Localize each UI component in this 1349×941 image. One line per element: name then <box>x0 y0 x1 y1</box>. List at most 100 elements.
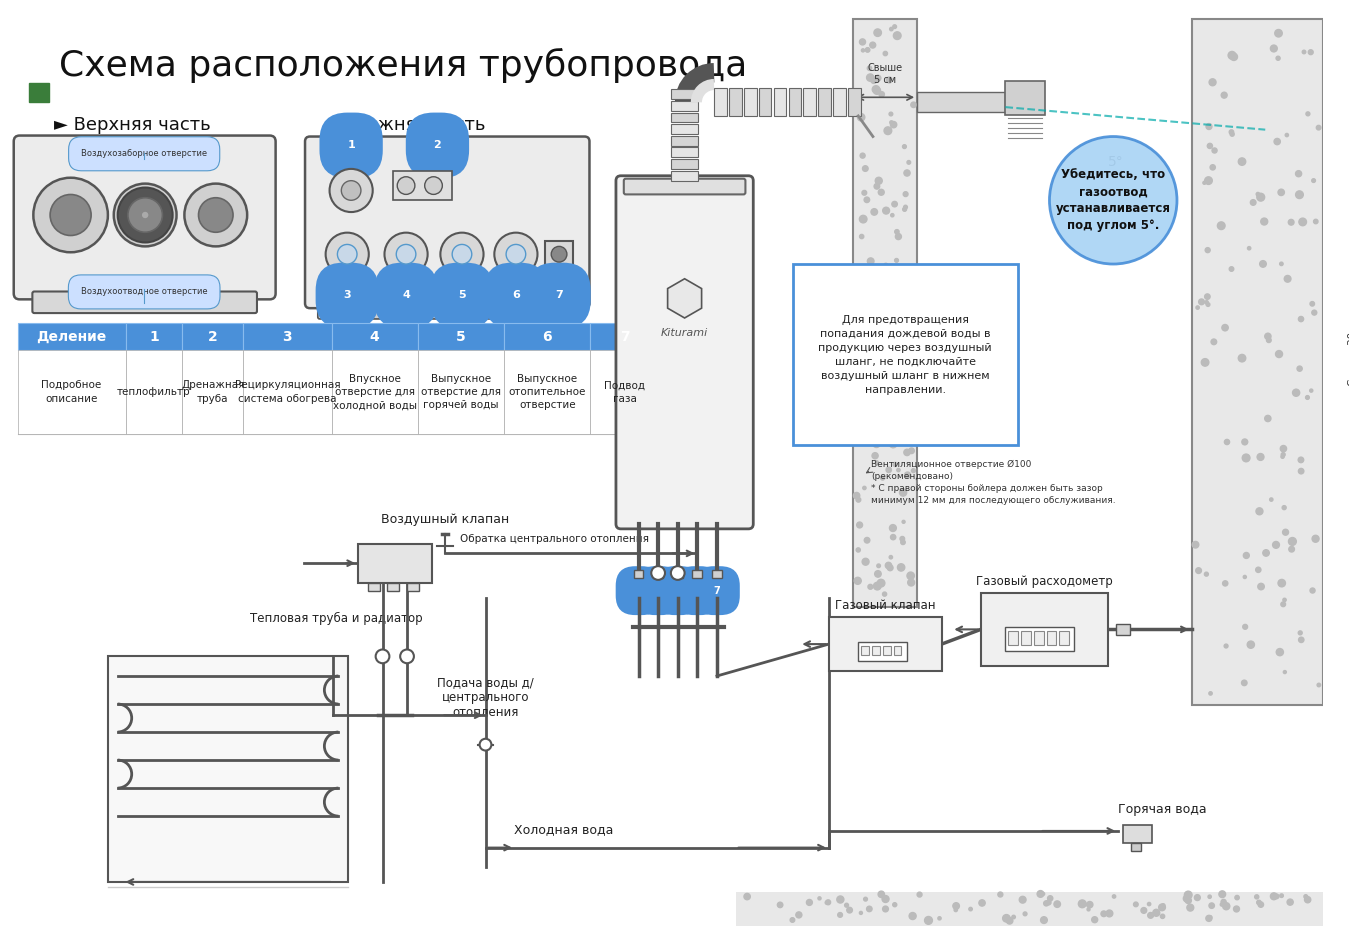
Circle shape <box>861 323 867 329</box>
Bar <box>505 350 591 434</box>
Circle shape <box>885 365 888 368</box>
Circle shape <box>884 263 888 267</box>
Circle shape <box>901 343 907 348</box>
Circle shape <box>1113 895 1116 898</box>
Circle shape <box>1292 390 1299 396</box>
Circle shape <box>855 318 859 322</box>
Circle shape <box>1205 247 1210 252</box>
Text: Подвод
газа: Подвод газа <box>604 380 645 404</box>
Circle shape <box>1020 897 1027 903</box>
Circle shape <box>867 258 874 264</box>
Circle shape <box>1217 222 1225 230</box>
Circle shape <box>670 566 684 580</box>
Circle shape <box>892 201 897 207</box>
Circle shape <box>1282 505 1286 510</box>
Circle shape <box>1161 903 1166 907</box>
Circle shape <box>1271 893 1278 900</box>
Circle shape <box>1304 895 1307 899</box>
Circle shape <box>857 548 861 552</box>
Circle shape <box>1184 891 1193 899</box>
Bar <box>1021 630 1031 645</box>
Circle shape <box>907 388 911 392</box>
Circle shape <box>876 461 878 464</box>
Text: Вентиляционное отверстие Ø100
(рекомендовано)
* С правой стороны бойлера должен : Вентиляционное отверстие Ø100 (рекомендо… <box>871 460 1116 504</box>
Bar <box>714 88 727 116</box>
Circle shape <box>896 404 900 408</box>
Circle shape <box>858 114 865 121</box>
Circle shape <box>1255 895 1259 899</box>
Circle shape <box>777 902 782 908</box>
Circle shape <box>826 900 831 904</box>
Circle shape <box>1091 917 1098 923</box>
Circle shape <box>807 900 812 905</box>
Circle shape <box>1317 683 1321 687</box>
Circle shape <box>1054 901 1060 907</box>
Bar <box>418 350 505 434</box>
Circle shape <box>1265 415 1271 422</box>
Circle shape <box>859 215 867 223</box>
Polygon shape <box>668 279 701 318</box>
Circle shape <box>452 245 472 264</box>
Bar <box>871 646 880 655</box>
Circle shape <box>1257 454 1264 460</box>
Circle shape <box>890 121 897 128</box>
Circle shape <box>1280 263 1283 265</box>
Text: 5: 5 <box>456 329 465 343</box>
Text: Деление: Деление <box>36 329 107 343</box>
Circle shape <box>1039 892 1043 896</box>
Circle shape <box>859 433 866 439</box>
Circle shape <box>1275 894 1279 899</box>
Circle shape <box>896 233 901 240</box>
Circle shape <box>1238 355 1245 362</box>
Circle shape <box>893 902 897 907</box>
Circle shape <box>904 386 912 392</box>
Circle shape <box>50 195 92 235</box>
Circle shape <box>870 77 877 84</box>
Bar <box>243 323 332 350</box>
Circle shape <box>1012 916 1016 918</box>
Circle shape <box>1248 641 1255 648</box>
Circle shape <box>552 247 567 263</box>
Bar <box>849 88 861 116</box>
Circle shape <box>1159 904 1166 911</box>
Circle shape <box>1148 902 1151 906</box>
Text: 3: 3 <box>282 329 293 343</box>
Circle shape <box>886 77 892 83</box>
Circle shape <box>869 310 873 313</box>
Circle shape <box>1273 138 1280 145</box>
Circle shape <box>867 382 870 386</box>
Circle shape <box>1078 900 1086 908</box>
Circle shape <box>1002 915 1010 922</box>
Bar <box>243 350 332 434</box>
Circle shape <box>889 555 893 559</box>
Circle shape <box>884 52 888 56</box>
Bar <box>789 88 801 116</box>
Circle shape <box>886 467 892 472</box>
Text: Выпускное
отверстие для
горячей воды: Выпускное отверстие для горячей воды <box>421 374 500 410</box>
Bar <box>712 570 722 578</box>
Text: 1: 1 <box>347 140 355 151</box>
Text: Дренажная
труба: Дренажная труба <box>181 380 244 404</box>
Circle shape <box>1276 351 1283 358</box>
Bar <box>1116 624 1130 635</box>
Circle shape <box>900 536 905 541</box>
Circle shape <box>325 232 368 276</box>
Circle shape <box>1283 598 1286 601</box>
Circle shape <box>1267 338 1271 343</box>
Circle shape <box>142 211 150 219</box>
Bar <box>743 88 757 116</box>
Circle shape <box>865 197 870 202</box>
Text: 7: 7 <box>714 585 720 596</box>
Circle shape <box>1187 904 1194 911</box>
Circle shape <box>1202 359 1209 366</box>
Circle shape <box>341 181 362 200</box>
Circle shape <box>1242 455 1251 462</box>
Circle shape <box>880 91 885 97</box>
Bar <box>858 642 908 662</box>
Circle shape <box>1153 909 1160 917</box>
Circle shape <box>1222 581 1228 586</box>
Circle shape <box>1298 469 1304 474</box>
Text: Горячая вода: Горячая вода <box>1118 804 1207 816</box>
Circle shape <box>1203 182 1206 184</box>
Circle shape <box>1287 899 1294 905</box>
